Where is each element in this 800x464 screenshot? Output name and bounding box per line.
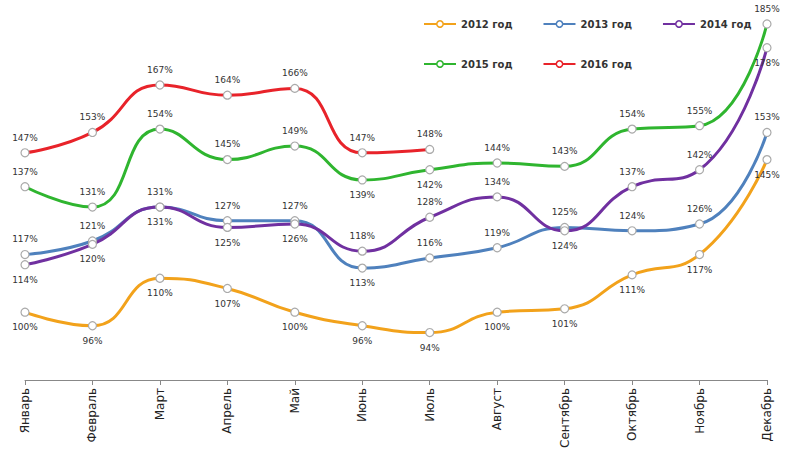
svg-text:Апрель: Апрель — [220, 388, 234, 434]
svg-text:131%: 131% — [147, 187, 173, 197]
svg-text:117%: 117% — [687, 265, 713, 275]
svg-text:148%: 148% — [417, 129, 443, 139]
svg-text:2016 год: 2016 год — [580, 59, 631, 70]
svg-text:127%: 127% — [282, 201, 308, 211]
svg-text:154%: 154% — [147, 109, 173, 119]
svg-text:125%: 125% — [552, 207, 578, 217]
svg-text:127%: 127% — [214, 201, 240, 211]
svg-text:155%: 155% — [687, 106, 713, 116]
svg-text:94%: 94% — [420, 343, 440, 353]
svg-text:134%: 134% — [484, 177, 510, 187]
svg-text:118%: 118% — [349, 231, 375, 241]
svg-text:Июнь: Июнь — [355, 388, 369, 422]
svg-text:2014 год: 2014 год — [700, 19, 751, 30]
svg-text:143%: 143% — [552, 146, 578, 156]
svg-text:137%: 137% — [12, 167, 38, 177]
svg-text:131%: 131% — [80, 187, 106, 197]
svg-text:114%: 114% — [12, 275, 38, 285]
svg-text:124%: 124% — [619, 211, 645, 221]
svg-text:Октябрь: Октябрь — [625, 388, 639, 441]
svg-text:137%: 137% — [619, 167, 645, 177]
svg-text:167%: 167% — [147, 65, 173, 75]
svg-text:131%: 131% — [147, 217, 173, 227]
svg-text:116%: 116% — [417, 238, 443, 248]
svg-text:Март: Март — [153, 388, 167, 420]
svg-text:144%: 144% — [484, 143, 510, 153]
svg-text:101%: 101% — [552, 319, 578, 329]
svg-text:Июль: Июль — [423, 388, 437, 422]
svg-text:149%: 149% — [282, 126, 308, 136]
svg-text:153%: 153% — [80, 112, 106, 122]
svg-text:145%: 145% — [754, 170, 780, 180]
svg-text:166%: 166% — [282, 68, 308, 78]
svg-text:153%: 153% — [754, 112, 780, 122]
svg-text:111%: 111% — [619, 285, 645, 295]
svg-text:Май: Май — [288, 388, 302, 414]
svg-text:110%: 110% — [147, 288, 173, 298]
svg-text:100%: 100% — [282, 322, 308, 332]
svg-text:147%: 147% — [12, 133, 38, 143]
svg-text:100%: 100% — [12, 322, 38, 332]
svg-text:2015 год: 2015 год — [461, 59, 512, 70]
svg-text:126%: 126% — [687, 204, 713, 214]
svg-text:185%: 185% — [754, 4, 780, 14]
svg-text:96%: 96% — [352, 336, 372, 346]
svg-text:119%: 119% — [484, 228, 510, 238]
svg-text:142%: 142% — [417, 180, 443, 190]
svg-text:178%: 178% — [754, 58, 780, 68]
svg-text:96%: 96% — [82, 336, 102, 346]
svg-text:120%: 120% — [80, 254, 106, 264]
svg-text:107%: 107% — [214, 299, 240, 309]
svg-text:2012 год: 2012 год — [461, 19, 512, 30]
svg-text:142%: 142% — [687, 150, 713, 160]
svg-text:164%: 164% — [214, 75, 240, 85]
svg-text:2013 год: 2013 год — [580, 19, 631, 30]
svg-text:147%: 147% — [349, 133, 375, 143]
svg-text:124%: 124% — [552, 241, 578, 251]
svg-text:125%: 125% — [214, 238, 240, 248]
svg-text:Сентябрь: Сентябрь — [558, 388, 572, 448]
svg-text:139%: 139% — [349, 190, 375, 200]
svg-text:154%: 154% — [619, 109, 645, 119]
svg-text:117%: 117% — [12, 234, 38, 244]
svg-text:Ноябрь: Ноябрь — [693, 388, 707, 434]
svg-text:100%: 100% — [484, 322, 510, 332]
svg-text:Декабрь: Декабрь — [760, 388, 774, 441]
svg-text:Февраль: Февраль — [85, 388, 99, 443]
svg-text:126%: 126% — [282, 234, 308, 244]
svg-text:145%: 145% — [214, 139, 240, 149]
svg-text:Август: Август — [490, 388, 504, 430]
svg-text:113%: 113% — [349, 278, 375, 288]
svg-text:128%: 128% — [417, 197, 443, 207]
svg-text:121%: 121% — [80, 221, 106, 231]
svg-text:Январь: Январь — [18, 388, 32, 433]
